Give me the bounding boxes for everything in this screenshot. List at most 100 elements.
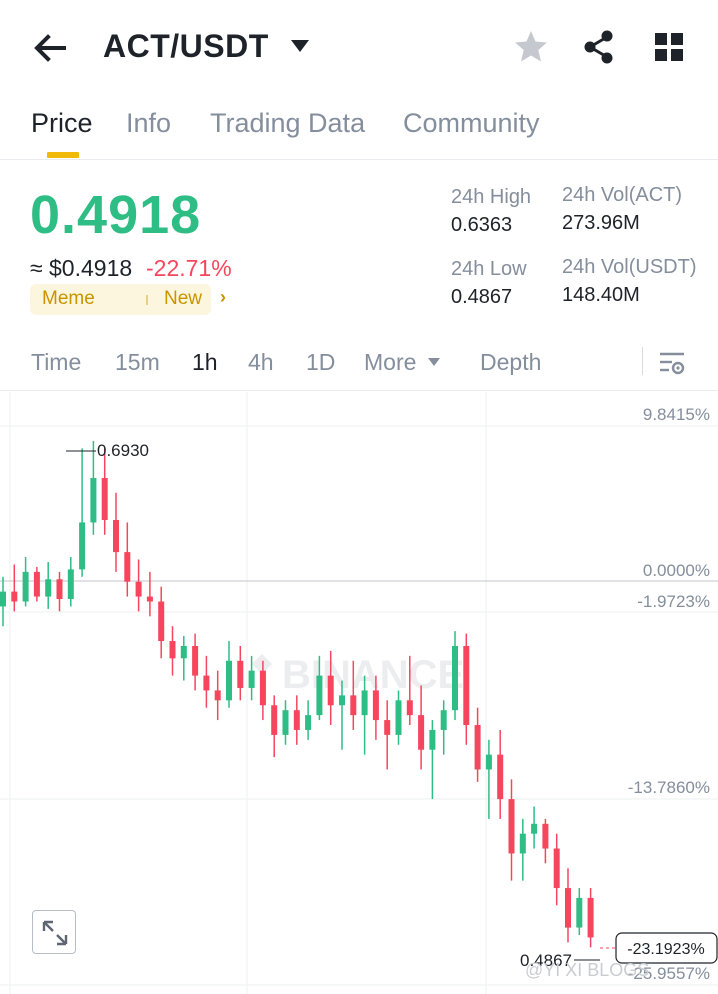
low-marker-label: 0.4867 <box>520 951 572 970</box>
candle-body <box>113 519 119 553</box>
candle-body <box>214 690 221 701</box>
candle-body <box>372 690 379 721</box>
candle-body <box>440 710 447 730</box>
candle-body <box>45 579 52 597</box>
high-marker-label: 0.6930 <box>97 441 149 460</box>
top-bar: ACT/USDT <box>0 0 718 96</box>
candle-body <box>101 477 108 520</box>
candle-body <box>67 569 74 600</box>
candle-body <box>11 591 18 602</box>
axis-label: 9.8415% <box>643 405 710 424</box>
candle-body <box>350 695 357 716</box>
candle-body <box>192 645 199 676</box>
current-price-box <box>615 932 718 964</box>
fullscreen-button[interactable] <box>32 910 76 954</box>
volume-base-label: 24h Vol(ACT) <box>562 184 683 206</box>
candle-body <box>395 700 402 735</box>
candle-body <box>474 725 481 770</box>
tab-info[interactable]: Info <box>126 108 172 138</box>
share-icon[interactable] <box>580 28 618 66</box>
expand-icon <box>42 920 68 946</box>
chart-settings-icon[interactable] <box>658 349 686 377</box>
svg-text:BINANCE: BINANCE <box>282 653 464 697</box>
candle-body <box>282 710 289 735</box>
usd-equivalent: ≈ $0.4918 <box>30 255 133 281</box>
candle-body <box>316 675 323 716</box>
price-change-percent: -22.71% <box>146 255 232 281</box>
current-price-percent: -23.1923% <box>627 941 704 958</box>
interval-1d[interactable]: 1D <box>306 349 336 375</box>
tab-trading-data[interactable]: Trading Data <box>210 108 366 138</box>
candle-body <box>587 897 594 938</box>
candle-body <box>271 705 278 735</box>
caret-down-icon[interactable] <box>427 357 441 367</box>
interval-15m[interactable]: 15m <box>115 349 160 375</box>
chevron-right-icon: › <box>220 287 226 307</box>
tag-pill[interactable]: Meme New › <box>30 284 226 315</box>
candle-body <box>79 522 86 570</box>
candle-body <box>180 645 187 659</box>
candle-body <box>0 591 6 607</box>
candle-body <box>203 675 210 691</box>
candle-body <box>553 848 560 889</box>
candle-body <box>485 754 492 770</box>
interval-bar: Time 15m 1h 4h 1D More Depth <box>0 335 718 391</box>
volume-base-value: 273.96M <box>562 212 640 234</box>
candle-body <box>519 833 526 854</box>
star-icon[interactable] <box>512 28 550 66</box>
candle-body <box>327 675 334 706</box>
axis-label: -13.7860% <box>628 778 710 797</box>
interval-4h[interactable]: 4h <box>248 349 274 375</box>
axis-label: -25.9557% <box>628 964 710 983</box>
pair-title[interactable]: ACT/USDT <box>103 28 269 64</box>
candle-body <box>542 823 549 849</box>
high-value: 0.6363 <box>451 214 513 236</box>
candle-body <box>305 715 312 730</box>
candle-body <box>293 710 300 730</box>
high-label: 24h High <box>451 186 532 208</box>
tab-price[interactable]: Price <box>31 108 93 138</box>
candle-body <box>226 660 232 701</box>
active-tab-indicator <box>47 152 79 158</box>
tab-community[interactable]: Community <box>403 108 540 138</box>
candle-body <box>531 823 538 834</box>
candle-body <box>565 888 571 928</box>
candle-body <box>90 477 97 523</box>
credit-watermark: @YI XI BLOGS <box>525 960 650 980</box>
caret-down-icon[interactable] <box>289 38 311 54</box>
interval-time[interactable]: Time <box>31 349 82 375</box>
candle-body <box>248 670 255 688</box>
depth-tab[interactable]: Depth <box>480 349 542 375</box>
interval-more[interactable]: More <box>364 349 417 375</box>
candle-body <box>158 601 165 642</box>
arrow-left-icon[interactable] <box>30 30 70 66</box>
tag-divider <box>146 295 148 305</box>
candle-body <box>497 754 504 800</box>
candle-body <box>56 579 63 600</box>
interval-divider <box>642 347 643 375</box>
last-price: 0.4918 <box>30 185 202 245</box>
tag-new[interactable]: New <box>164 288 203 309</box>
candle-body <box>463 645 470 726</box>
axis-label: 0.0000% <box>643 561 710 580</box>
low-value: 0.4867 <box>451 286 513 308</box>
binance-watermark: BINANCE <box>252 653 464 697</box>
candle-body <box>237 660 244 688</box>
interval-1h[interactable]: 1h <box>192 349 218 375</box>
grid-icon[interactable] <box>653 31 685 63</box>
volume-quote-label: 24h Vol(USDT) <box>562 256 697 278</box>
candle-body <box>169 641 176 659</box>
candle-body <box>361 690 368 716</box>
candle-body <box>452 645 458 711</box>
candlestick-chart[interactable]: BINANCE 9.8415% 0.0000% -1.9723% -13.786… <box>0 392 718 994</box>
candles-group <box>0 440 594 948</box>
tag-meme[interactable]: Meme <box>42 288 95 309</box>
candle-body <box>33 571 40 597</box>
candle-body <box>135 581 142 597</box>
section-tabs: Price Info Trading Data Community <box>0 100 718 160</box>
candle-body <box>418 715 425 750</box>
candle-body <box>124 552 131 582</box>
low-label: 24h Low <box>451 258 527 280</box>
candle-body <box>429 729 436 750</box>
candle-body <box>22 571 29 602</box>
